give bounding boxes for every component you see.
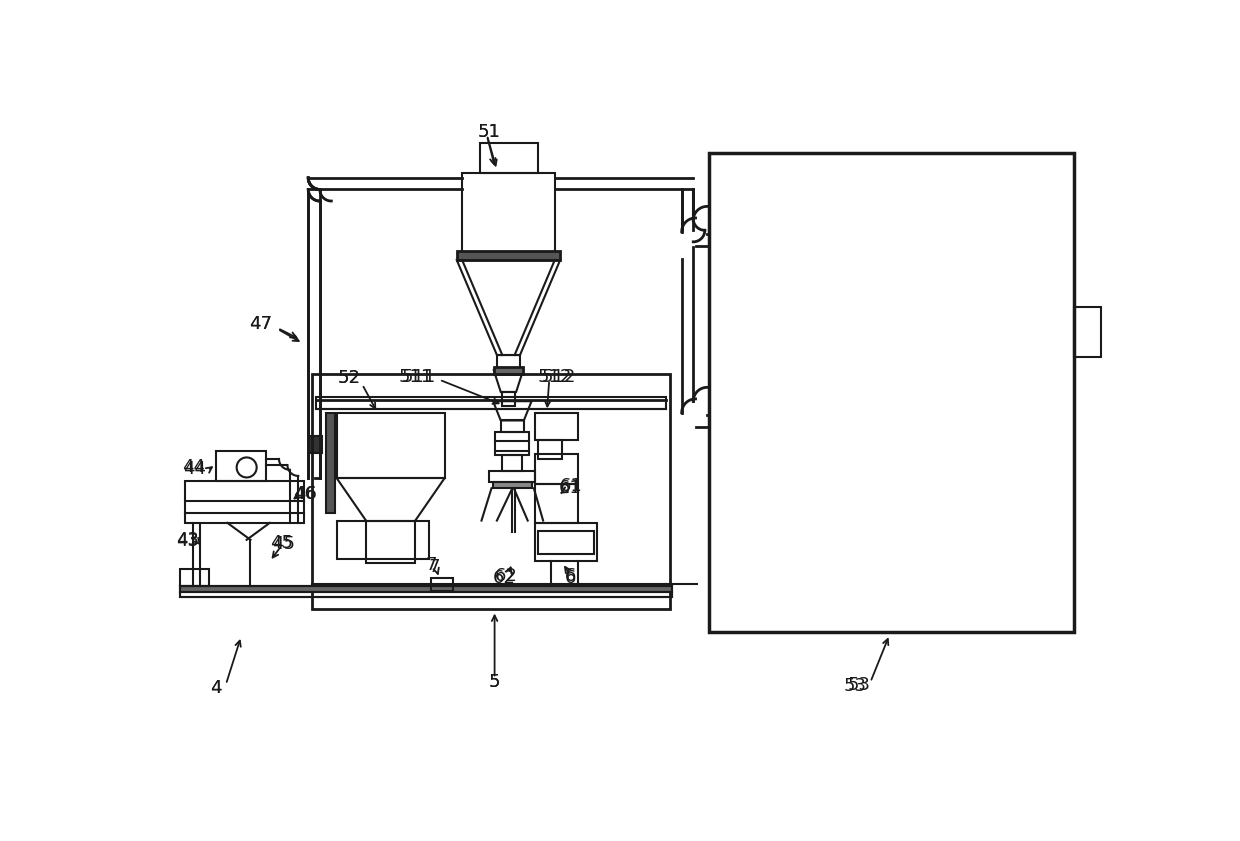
Bar: [538, 440, 562, 459]
Bar: [180, 586, 672, 592]
Text: 7: 7: [425, 556, 438, 574]
Bar: [312, 374, 670, 609]
Bar: [432, 579, 453, 590]
Text: 44: 44: [184, 460, 207, 478]
Text: 52: 52: [337, 369, 361, 387]
Bar: [538, 531, 594, 553]
Text: 4: 4: [210, 679, 222, 696]
Bar: [536, 453, 578, 484]
Bar: [490, 470, 536, 482]
Bar: [337, 521, 429, 559]
Text: 51: 51: [477, 123, 501, 140]
Bar: [463, 172, 554, 253]
Bar: [366, 521, 415, 563]
Bar: [501, 420, 523, 432]
Text: 46: 46: [295, 484, 317, 503]
Bar: [536, 484, 578, 523]
Text: 5: 5: [489, 674, 501, 691]
Text: 511: 511: [399, 368, 433, 385]
Text: 512: 512: [542, 368, 575, 385]
Text: 45: 45: [270, 534, 293, 552]
Bar: [1074, 307, 1101, 357]
Bar: [497, 355, 520, 370]
Text: 43: 43: [176, 531, 198, 549]
Bar: [495, 432, 529, 455]
Text: 5: 5: [489, 674, 501, 691]
Text: 45: 45: [272, 535, 295, 553]
Text: 44: 44: [182, 458, 205, 477]
Text: 52: 52: [337, 369, 361, 387]
Bar: [536, 523, 596, 562]
Text: 53: 53: [843, 677, 867, 696]
Bar: [456, 251, 560, 261]
Bar: [494, 482, 532, 489]
Bar: [180, 569, 208, 586]
Text: 47: 47: [249, 315, 272, 333]
Bar: [180, 586, 672, 597]
Bar: [337, 413, 445, 479]
Text: 511: 511: [402, 368, 435, 385]
Text: 62: 62: [494, 569, 516, 587]
Bar: [180, 592, 672, 597]
Text: 46: 46: [293, 484, 316, 503]
Text: 61: 61: [560, 477, 583, 495]
Bar: [316, 397, 666, 409]
Text: 53: 53: [847, 675, 870, 694]
Text: 6: 6: [564, 569, 575, 587]
Text: 512: 512: [537, 368, 572, 385]
Bar: [536, 413, 578, 440]
Bar: [708, 153, 1074, 632]
Text: 6: 6: [565, 567, 577, 585]
Bar: [502, 455, 522, 470]
Text: 43: 43: [176, 532, 198, 550]
Bar: [216, 452, 265, 480]
Text: 7: 7: [428, 558, 439, 576]
Text: 61: 61: [559, 479, 582, 497]
Bar: [309, 436, 322, 452]
Text: 4: 4: [210, 679, 222, 696]
Bar: [494, 368, 523, 373]
Text: 51: 51: [477, 123, 501, 140]
Bar: [480, 143, 538, 172]
Bar: [185, 480, 304, 523]
Text: 62: 62: [495, 567, 517, 585]
Text: 47: 47: [249, 315, 272, 333]
Bar: [326, 413, 335, 513]
Bar: [502, 392, 515, 406]
